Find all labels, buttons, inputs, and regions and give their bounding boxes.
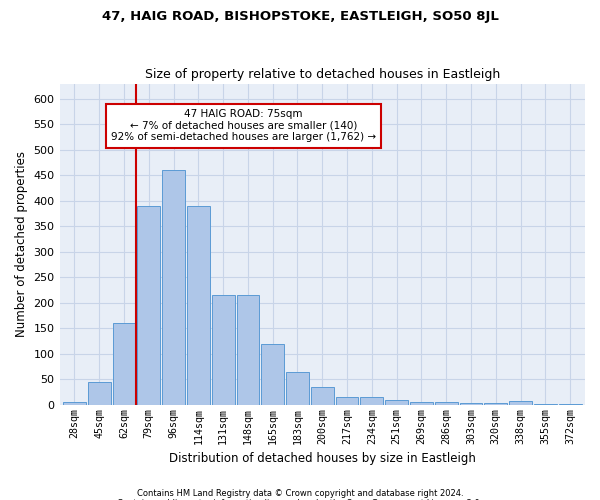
Text: Contains HM Land Registry data © Crown copyright and database right 2024.: Contains HM Land Registry data © Crown c… [137, 488, 463, 498]
Bar [137, 206, 160, 405]
Bar [361, 397, 383, 405]
Bar [63, 402, 86, 405]
Bar [460, 404, 482, 405]
Bar [236, 295, 259, 405]
Bar [88, 382, 110, 405]
Text: Contains public sector information licensed under the Open Government Licence v3: Contains public sector information licen… [118, 498, 482, 500]
Y-axis label: Number of detached properties: Number of detached properties [15, 151, 28, 337]
Bar [509, 401, 532, 405]
Title: Size of property relative to detached houses in Eastleigh: Size of property relative to detached ho… [145, 68, 500, 81]
Text: 47 HAIG ROAD: 75sqm
← 7% of detached houses are smaller (140)
92% of semi-detach: 47 HAIG ROAD: 75sqm ← 7% of detached hou… [111, 110, 376, 142]
Bar [385, 400, 408, 405]
Bar [311, 387, 334, 405]
Text: 47, HAIG ROAD, BISHOPSTOKE, EASTLEIGH, SO50 8JL: 47, HAIG ROAD, BISHOPSTOKE, EASTLEIGH, S… [101, 10, 499, 23]
Bar [286, 372, 309, 405]
Bar [162, 170, 185, 405]
Bar [335, 397, 358, 405]
Bar [435, 402, 458, 405]
Bar [484, 404, 507, 405]
Bar [534, 404, 557, 405]
Bar [410, 402, 433, 405]
Bar [187, 206, 210, 405]
Bar [113, 324, 136, 405]
X-axis label: Distribution of detached houses by size in Eastleigh: Distribution of detached houses by size … [169, 452, 476, 465]
Bar [559, 404, 581, 405]
Bar [261, 344, 284, 405]
Bar [212, 295, 235, 405]
